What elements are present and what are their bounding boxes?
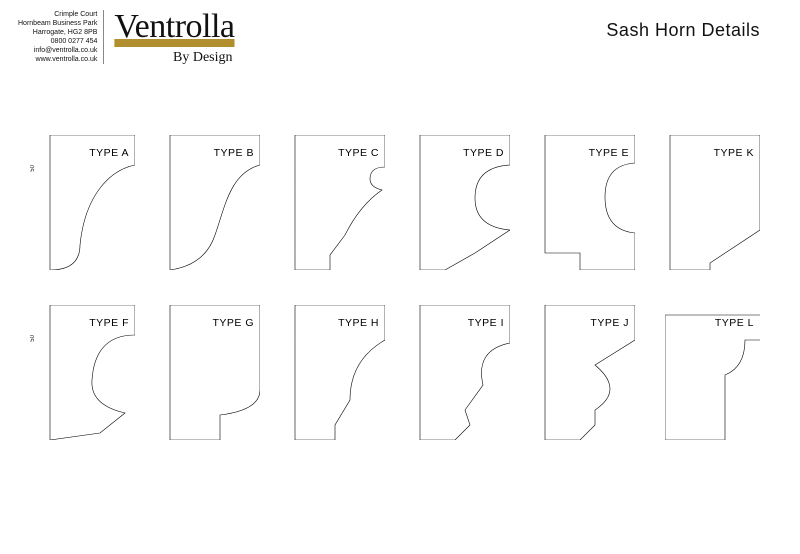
profile-type-h: TYPE H [290, 305, 385, 450]
profile-label: TYPE I [468, 317, 504, 329]
contact-line: 0800 0277 454 [18, 37, 97, 46]
profile-label: TYPE E [589, 147, 629, 159]
dimension-label: 50 [30, 335, 36, 342]
profile-type-l: TYPE L [665, 305, 760, 450]
profile-type-e: TYPE E [540, 135, 635, 280]
profile-type-c: TYPE C [290, 135, 385, 280]
profile-label: TYPE J [590, 317, 629, 329]
contact-line: Hornbeam Business Park [18, 19, 97, 28]
logo-main: Ventrolla [114, 10, 234, 44]
page: Crimple Court Hornbeam Business Park Har… [0, 0, 800, 554]
profile-label: TYPE C [338, 147, 379, 159]
profile-type-b: TYPE B [165, 135, 260, 280]
profile-type-g: TYPE G [165, 305, 260, 450]
dimension-label: 50 [30, 165, 36, 172]
profile-label: TYPE H [338, 317, 379, 329]
profile-label: TYPE A [89, 147, 129, 159]
profile-type-d: TYPE D [415, 135, 510, 280]
contact-line: Crimple Court [18, 10, 97, 19]
profile-label: TYPE K [714, 147, 754, 159]
header: Crimple Court Hornbeam Business Park Har… [0, 0, 800, 66]
profile-type-i: TYPE I [415, 305, 510, 450]
profile-label: TYPE L [715, 317, 754, 329]
profile-type-j: TYPE J [540, 305, 635, 450]
profile-label: TYPE G [212, 317, 254, 329]
profile-type-k: TYPE K [665, 135, 760, 280]
profile-type-a: TYPE A50 [40, 135, 135, 280]
profile-label: TYPE F [89, 317, 129, 329]
contact-line: www.ventrolla.co.uk [18, 55, 97, 64]
profile-grid: TYPE A50 TYPE B TYPE C TYPE D TYPE E TYPE K TY… [40, 135, 760, 450]
logo: Ventrolla By Design [104, 10, 234, 66]
contact-block: Crimple Court Hornbeam Business Park Har… [18, 10, 104, 64]
contact-line: info@ventrolla.co.uk [18, 46, 97, 55]
profile-label: TYPE B [214, 147, 254, 159]
contact-line: Harrogate, HG2 8PB [18, 28, 97, 37]
logo-sub: By Design [114, 50, 232, 66]
page-title: Sash Horn Details [606, 20, 760, 41]
profile-label: TYPE D [463, 147, 504, 159]
profile-type-f: TYPE F50 [40, 305, 135, 450]
